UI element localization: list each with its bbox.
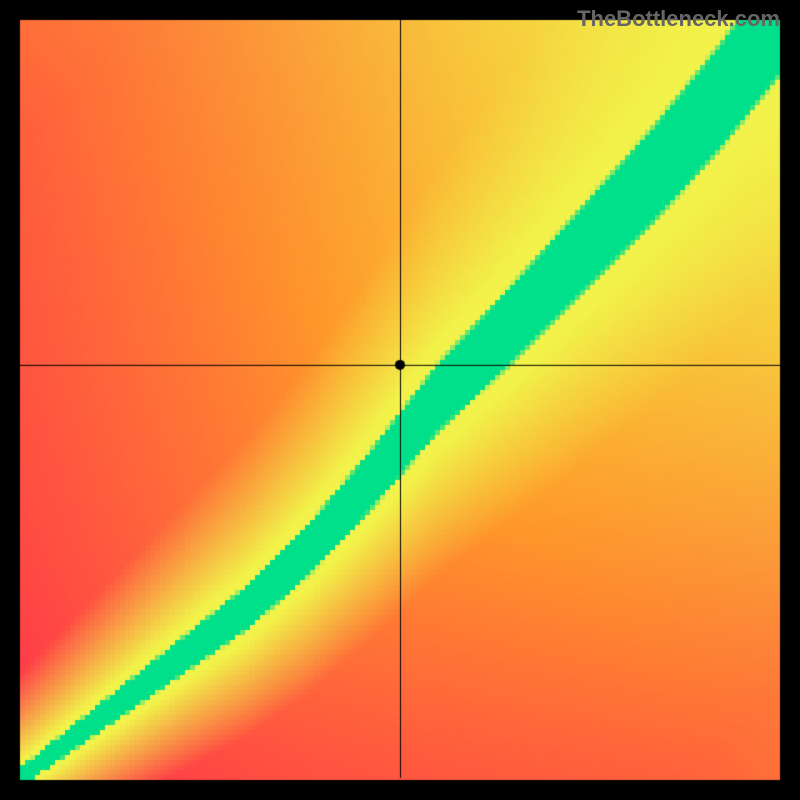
- chart-container: TheBottleneck.com: [0, 0, 800, 800]
- bottleneck-heatmap: [0, 0, 800, 800]
- watermark-text: TheBottleneck.com: [577, 6, 780, 32]
